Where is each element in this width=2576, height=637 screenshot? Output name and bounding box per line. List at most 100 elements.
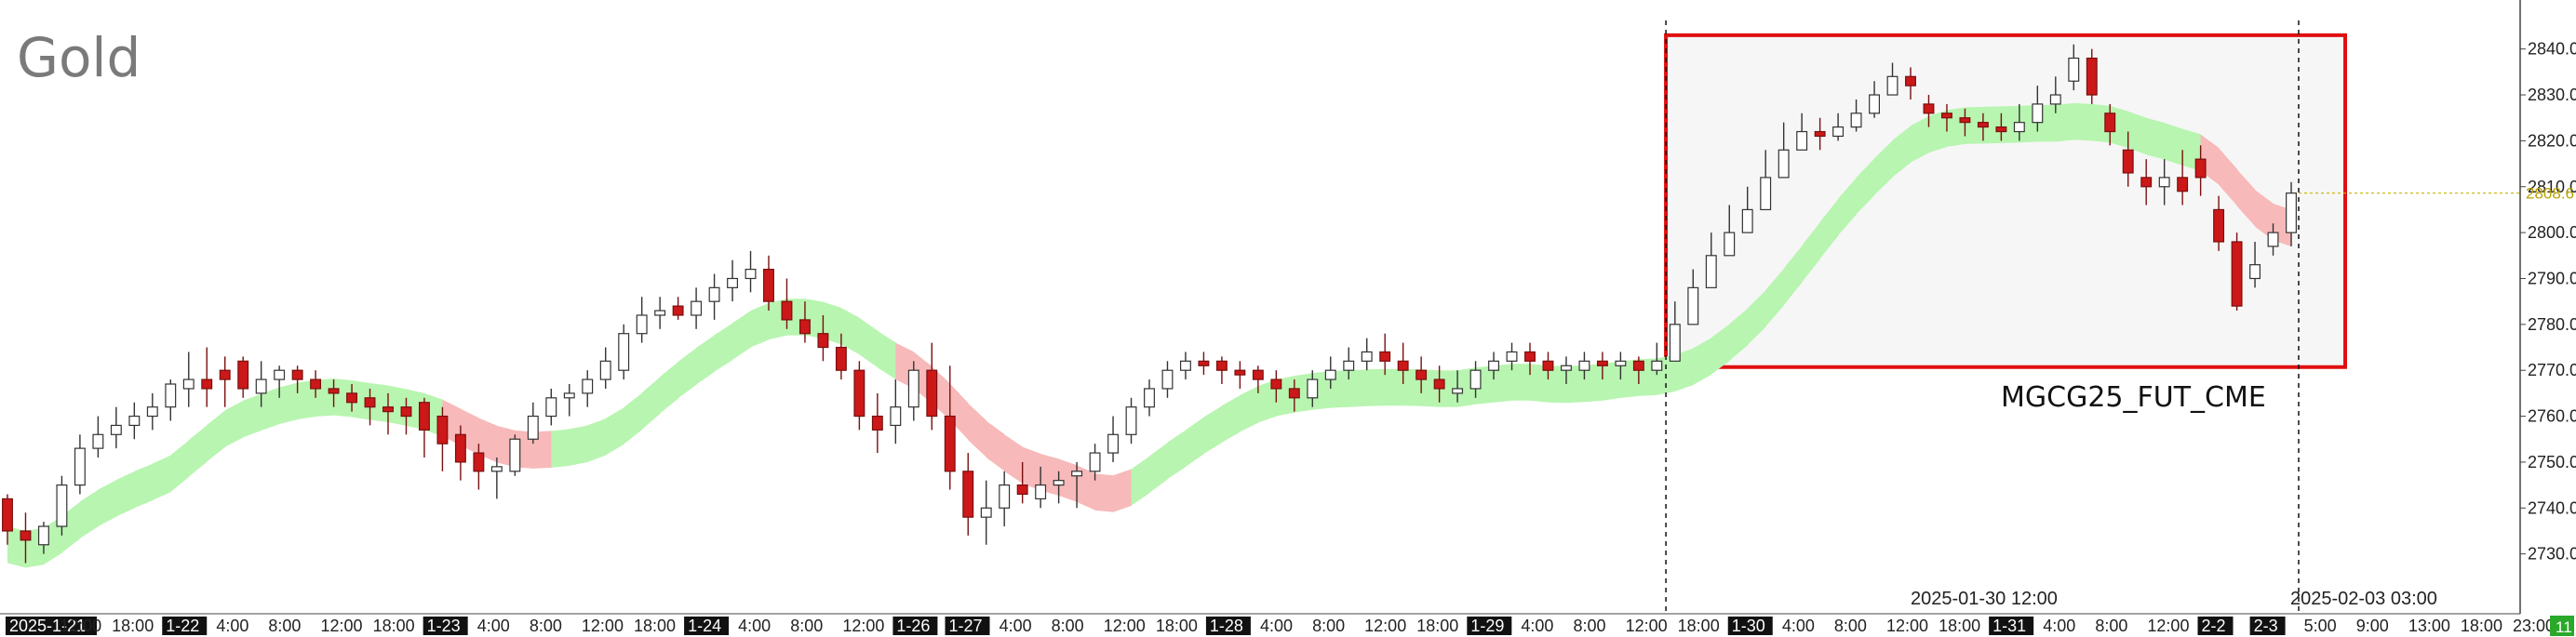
- band-segment: [2219, 148, 2238, 206]
- time-label: 4:00: [216, 617, 248, 635]
- candle-up: [2049, 94, 2061, 105]
- candle-down: [1198, 360, 1210, 366]
- band-segment: [1911, 115, 1929, 163]
- candle-down: [781, 300, 793, 321]
- candle-down: [817, 333, 829, 349]
- candle-down: [2086, 57, 2098, 96]
- candle-up: [2032, 103, 2044, 124]
- time-label: 12:00: [2147, 617, 2189, 635]
- candle-down: [346, 392, 358, 404]
- candle-up: [1886, 75, 1898, 96]
- band-segment: [1022, 446, 1041, 491]
- candle-up: [490, 466, 503, 472]
- time-label: 18:00: [2461, 617, 2502, 635]
- band-segment: [732, 311, 752, 360]
- candle-up: [182, 378, 195, 390]
- candle-up: [2068, 57, 2080, 82]
- candle-down: [1415, 369, 1428, 380]
- band-segment: [224, 400, 244, 447]
- candle-up: [1107, 433, 1120, 454]
- candle-down: [1379, 351, 1391, 362]
- candle-down: [672, 305, 684, 316]
- candle-up: [1361, 351, 1373, 362]
- candle-down: [2140, 177, 2153, 188]
- time-label: 4:00: [1260, 617, 1293, 635]
- band-segment: [1094, 473, 1114, 512]
- time-label: 12:00: [60, 617, 101, 635]
- time-label: 13:00: [2408, 617, 2450, 635]
- time-label: 4:00: [1000, 617, 1032, 635]
- candle-up: [980, 507, 992, 518]
- time-label: 4:00: [1521, 617, 1553, 635]
- date-label: 1-26: [896, 617, 930, 635]
- band-segment: [2255, 190, 2274, 241]
- time-label: 8:00: [1052, 617, 1084, 635]
- band-segment: [1783, 245, 1803, 306]
- time-label: 18:00: [1156, 617, 1198, 635]
- candle-up: [2286, 192, 2297, 233]
- candle-up: [1488, 360, 1500, 371]
- price-axis: 2730.0 2740.0 2750.0 2760.0 2770.0 2780.0 2790…: [2520, 40, 2576, 564]
- band-segment: [2001, 105, 2020, 143]
- candle-down: [418, 402, 430, 431]
- date-label: 1-30: [1732, 617, 1765, 635]
- time-label: 12:00: [1886, 617, 1928, 635]
- band-segment: [1874, 139, 1894, 195]
- band-segment: [1494, 364, 1513, 403]
- candle-up: [1161, 369, 1174, 390]
- band-segment: [714, 323, 733, 372]
- time-label: 4:00: [738, 617, 771, 635]
- candle-down: [436, 415, 449, 445]
- band-segment: [297, 379, 316, 420]
- candle-down: [2213, 208, 2225, 243]
- band-segment: [1928, 110, 1948, 153]
- candle-up: [1506, 351, 1518, 362]
- candle-down: [763, 269, 774, 302]
- band-segment: [1203, 405, 1223, 455]
- candle-up: [2158, 177, 2170, 188]
- candle-up: [1035, 484, 1047, 500]
- band-segment: [243, 393, 262, 438]
- candle-down: [1524, 351, 1536, 362]
- candle-up: [1669, 324, 1681, 362]
- date-label: 1-28: [1210, 617, 1243, 635]
- price-tick-label: 2810.0: [2528, 178, 2576, 196]
- band-segment: [1385, 368, 1404, 406]
- band-segment: [1167, 430, 1187, 480]
- band-segment: [1819, 198, 1839, 259]
- band-segment: [478, 418, 498, 463]
- band-segment: [1693, 338, 1712, 385]
- band-segment: [1240, 385, 1259, 432]
- candle-up: [1125, 406, 1137, 435]
- last-price-label: 2808.6: [2526, 185, 2574, 203]
- band-segment: [207, 410, 226, 462]
- band-segment: [98, 479, 117, 527]
- date-label: 2025-1-21: [9, 617, 86, 635]
- band-segment: [1348, 369, 1368, 407]
- candle-down: [364, 397, 376, 408]
- date-label-bg: [1727, 617, 1773, 635]
- date-label-bg: [1467, 617, 1512, 635]
- band-segment: [152, 455, 171, 501]
- date-label: 1-27: [949, 617, 983, 635]
- date-label: 2-3: [2254, 617, 2278, 635]
- time-label: 12:00: [842, 617, 884, 635]
- candle-up: [1687, 286, 1699, 325]
- candle-down: [291, 369, 303, 380]
- date-label-bg: [2197, 617, 2234, 635]
- price-tick-label: 2790.0: [2528, 269, 2576, 287]
- candle-down: [1905, 75, 1916, 86]
- band-segment: [1602, 361, 1621, 401]
- band-segment: [2164, 123, 2183, 166]
- candle-up: [654, 310, 666, 316]
- band-segment: [551, 429, 570, 468]
- date-label-bg: [1205, 617, 1251, 635]
- candle-up: [1089, 452, 1101, 472]
- candle-down: [2, 498, 13, 532]
- candle-up: [1343, 360, 1355, 371]
- chart-title: Gold: [17, 26, 141, 89]
- band-segment: [949, 383, 969, 441]
- band-segment: [1565, 365, 1585, 404]
- candle-up: [1651, 360, 1663, 371]
- band-segment: [532, 431, 552, 469]
